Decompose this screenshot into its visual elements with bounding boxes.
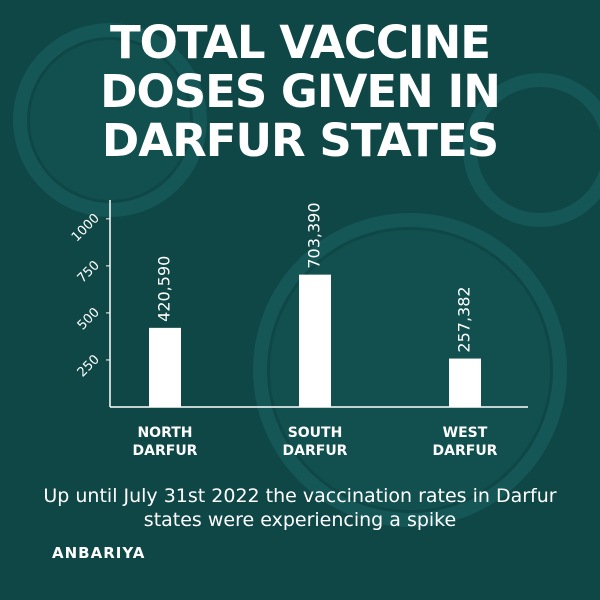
value-label: 420,590 bbox=[155, 256, 174, 322]
y-tick-label: 500 bbox=[75, 305, 103, 333]
subtitle: Up until July 31st 2022 the vaccination … bbox=[43, 485, 557, 531]
x-tick-label: NORTH DARFUR bbox=[132, 425, 198, 459]
value-label: 257,382 bbox=[455, 286, 474, 352]
bar bbox=[149, 327, 181, 407]
x-tick-label: WEST DARFUR bbox=[432, 425, 498, 459]
decoration bbox=[30, 40, 550, 510]
value-label: 703,390 bbox=[305, 202, 324, 268]
y-tick-label: 750 bbox=[75, 258, 103, 286]
bar bbox=[299, 274, 331, 407]
y-tick-label: 250 bbox=[75, 352, 103, 380]
bar bbox=[449, 358, 481, 407]
title: TOTAL VACCINE DOSES GIVEN IN DARFUR STAT… bbox=[100, 16, 501, 167]
logo: ANBARIYA bbox=[52, 544, 146, 562]
x-tick-label: SOUTH DARFUR bbox=[282, 425, 348, 459]
